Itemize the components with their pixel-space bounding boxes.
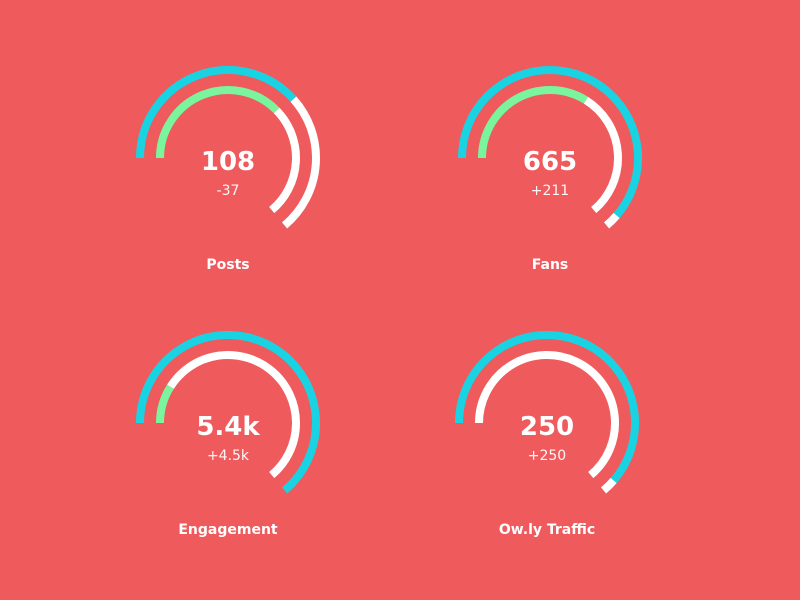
- inner-arc-track: [583, 96, 622, 214]
- gauge-value: 108: [200, 147, 256, 177]
- gauge-card-posts[interactable]: 108 -37 Posts: [128, 66, 328, 315]
- inner-arc-track: [269, 107, 300, 214]
- outer-arc-fill: [136, 66, 297, 159]
- gauge-delta: +211: [530, 183, 570, 199]
- gauge-engagement-svg: [136, 331, 320, 494]
- gauge-delta: -37: [216, 183, 240, 199]
- gauge-value: 5.4k: [196, 412, 260, 442]
- outer-arc-track: [603, 212, 620, 229]
- inner-arc-track: [475, 351, 619, 479]
- outer-arc-track: [281, 96, 320, 229]
- gauge-delta: +250: [527, 448, 567, 464]
- outer-arc-fill: [136, 331, 320, 494]
- gauge-fans-svg: [458, 66, 642, 229]
- gauge-value: 665: [522, 147, 578, 177]
- inner-arc-track: [167, 351, 300, 479]
- gauge-label: Posts: [206, 257, 250, 273]
- gauge-owly-traffic-svg: [455, 331, 639, 494]
- gauge-label: Engagement: [178, 522, 278, 538]
- inner-arc-fill: [156, 86, 280, 159]
- outer-arc-track: [600, 477, 617, 494]
- outer-arc-fill: [455, 331, 639, 484]
- gauge-card-engagement[interactable]: 5.4k +4.5k Engagement: [128, 331, 328, 580]
- inner-arc-fill: [156, 384, 174, 424]
- gauge-value: 250: [519, 412, 575, 442]
- gauge-card-fans[interactable]: 665 +211 Fans: [450, 66, 650, 315]
- gauge-posts-svg: [136, 66, 320, 229]
- gauge-card-owly-traffic[interactable]: 250 +250 Ow.ly Traffic: [447, 331, 647, 580]
- gauge-label: Ow.ly Traffic: [498, 522, 596, 538]
- gauge-delta: +4.5k: [206, 448, 250, 464]
- inner-arc-fill: [478, 86, 589, 159]
- outer-arc-fill: [458, 66, 642, 219]
- gauge-label: Fans: [531, 257, 569, 273]
